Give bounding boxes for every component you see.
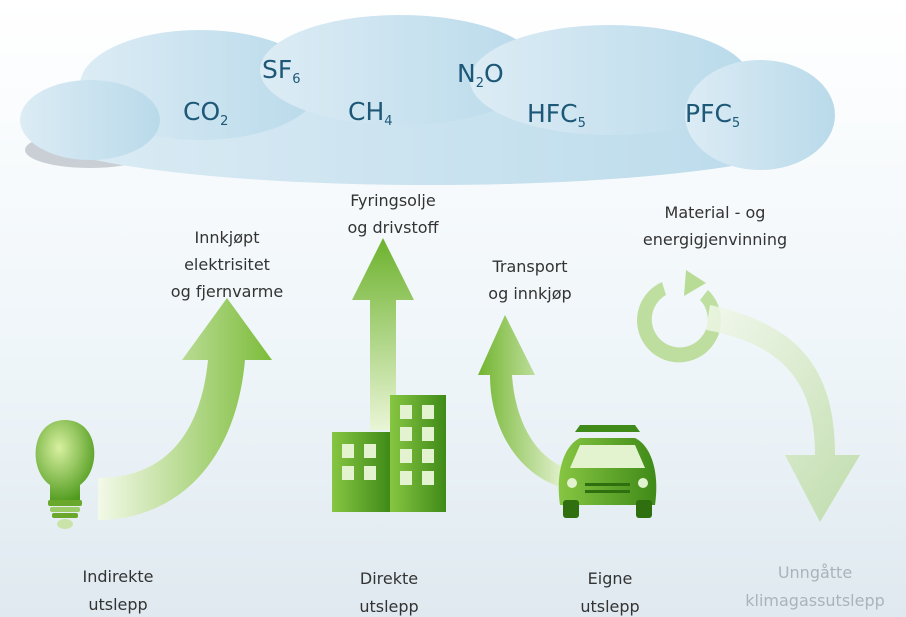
gas-sub: 5: [578, 116, 586, 131]
text-line: og innkjøp: [488, 284, 571, 303]
text-line: Unngåtte: [778, 563, 852, 582]
text-line: Fyringsolje: [350, 191, 435, 210]
text-line: utslepp: [88, 595, 147, 614]
gas-sub: 6: [292, 72, 300, 87]
gas-sub: 5: [732, 116, 740, 131]
text-line: Eigne: [588, 569, 633, 588]
gas-sub: 4: [384, 114, 392, 129]
text-line: klimagassutslepp: [745, 591, 885, 610]
text-line: Indirekte: [83, 567, 154, 586]
gas: HFC5: [527, 99, 586, 131]
text-line: Material - og: [665, 203, 766, 222]
text-line: utslepp: [580, 597, 639, 616]
gas-sub: 2: [220, 114, 228, 129]
text-line: Innkjøpt: [195, 228, 260, 247]
gas-main: PFC: [685, 99, 732, 128]
text-line: Direkte: [360, 569, 418, 588]
gas-main: O: [484, 59, 504, 88]
gas-main: CO: [183, 97, 220, 126]
text-line: utslepp: [359, 597, 418, 616]
diagram: SF6 N2O CO2 CH4 HFC5 PFC5: [0, 0, 906, 617]
gas-main: HFC: [527, 99, 578, 128]
text-line: energigjenvinning: [643, 230, 787, 249]
gas-main: CH: [348, 97, 384, 126]
text-line: og fjernvarme: [171, 282, 283, 301]
page: SF6 N2O CO2 CH4 HFC5 PFC5: [0, 0, 906, 617]
gas-sub: 2: [476, 76, 484, 91]
gas-main: SF: [262, 55, 292, 84]
text-line: Transport: [491, 257, 567, 276]
gas-main: N: [457, 59, 476, 88]
text-line: elektrisitet: [184, 255, 270, 274]
text-line: og drivstoff: [347, 218, 439, 237]
